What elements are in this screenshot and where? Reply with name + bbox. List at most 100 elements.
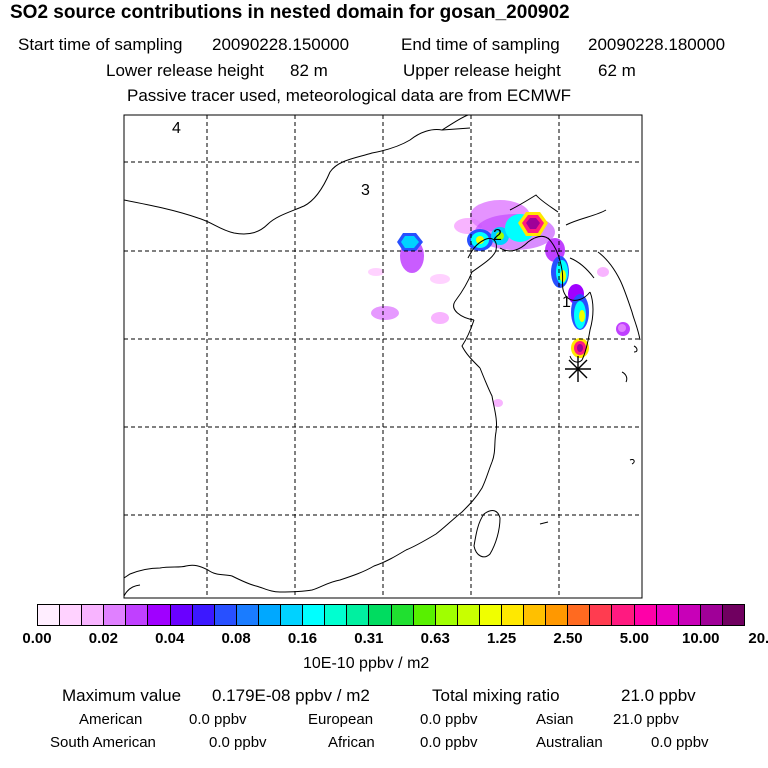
colorbar-segment (126, 605, 149, 625)
colorbar-segment (479, 605, 502, 625)
coastline (547, 237, 591, 301)
coastline (499, 235, 551, 252)
colorbar-segment (104, 605, 127, 625)
max-value: 0.179E-08 ppbv / m2 (212, 686, 370, 705)
colorbar-segment (634, 605, 657, 625)
colorbar-segment (258, 605, 282, 625)
colorbar-segment (236, 605, 259, 625)
colorbar-segment (590, 605, 613, 625)
colorbar-segment (568, 605, 591, 625)
coastlines (124, 115, 641, 597)
colorbar-segment (524, 605, 547, 625)
plume-blob (545, 238, 630, 358)
island (629, 459, 635, 465)
colorbar-unit: 10E-10 ppbv / m2 (303, 655, 430, 672)
colorbar-segment (170, 605, 193, 625)
colorbar-tick-label: 0.08 (221, 630, 251, 647)
plume-areas (368, 200, 630, 407)
island (633, 345, 638, 353)
region-name-asian: Asian (536, 711, 574, 728)
coastline (124, 549, 407, 593)
colorbar-segment (369, 605, 392, 625)
colorbar-segment (391, 605, 414, 625)
colorbar-segment (214, 605, 237, 625)
colorbar-segment (722, 605, 744, 625)
region-name-european: European (308, 711, 374, 728)
upper-release-value: 62 m (598, 61, 636, 80)
colorbar-segment (38, 605, 61, 625)
colorbar-tick-label: 0.31 (354, 630, 384, 647)
island (621, 371, 628, 383)
colorbar-segment (678, 605, 701, 625)
region-label-2: 2 (493, 227, 502, 244)
coastline (467, 237, 497, 273)
plume-blob (368, 268, 503, 407)
region-value-asian: 21.0 ppbv (613, 711, 679, 728)
plume-blob (397, 233, 424, 273)
colorbar-segment (413, 605, 436, 625)
region-name-african: African (328, 734, 375, 751)
map-frame (123, 114, 643, 599)
border-line (124, 115, 469, 235)
colorbar-segment (192, 605, 215, 625)
colorbar-segment (501, 605, 525, 625)
end-time-value: 20090228.180000 (588, 35, 726, 54)
island (539, 521, 549, 525)
region-value-african: 0.0 ppbv (420, 734, 478, 751)
coastline (565, 209, 607, 226)
colorbar-tick-label: 0.63 (420, 630, 450, 647)
plume-blob (454, 200, 555, 251)
colorbar-segment (303, 605, 326, 625)
colorbar-segment (656, 605, 679, 625)
colorbar-tick-label: 2.50 (553, 630, 583, 647)
border-line (441, 127, 471, 131)
colorbar-tick-label: 5.00 (619, 630, 649, 647)
start-time-label: Start time of sampling (18, 35, 183, 54)
colorbar (37, 604, 745, 626)
upper-release-label: Upper release height (403, 61, 561, 80)
border-line (509, 194, 559, 213)
coastline (405, 461, 493, 551)
colorbar-segment (546, 605, 569, 625)
chart-title: SO2 source contributions in nested domai… (10, 2, 570, 23)
colorbar-segment (612, 605, 635, 625)
colorbar-tick-label: 10.00 (681, 630, 720, 647)
coastline (479, 367, 497, 463)
region-name-south-american: South American (50, 734, 156, 751)
lower-release-value: 82 m (290, 61, 328, 80)
colorbar-tick-label: 0.04 (155, 630, 185, 647)
colorbar-segment (60, 605, 83, 625)
region-label-4: 4 (172, 120, 181, 137)
coastline (461, 319, 481, 369)
coastline (569, 257, 595, 279)
region-value-american: 0.0 ppbv (189, 711, 247, 728)
colorbar-segment (457, 605, 480, 625)
total-mixing-value: 21.0 ppbv (621, 686, 696, 705)
region-label-1: 1 (562, 294, 571, 311)
max-value-label: Maximum value (62, 686, 182, 705)
coastline (569, 291, 594, 363)
region-value-south-american: 0.0 ppbv (209, 734, 267, 751)
start-time-value: 20090228.150000 (212, 35, 350, 54)
colorbar-tick-label: 0.16 (287, 630, 318, 647)
concentration-map: 1 2 3 4 (123, 114, 643, 599)
colorbar-segment (281, 605, 304, 625)
total-mixing-label: Total mixing ratio (432, 686, 560, 705)
coastline (453, 271, 475, 321)
colorbar-tick-label: 0.02 (88, 630, 118, 647)
grid-lines (124, 115, 642, 598)
colorbar-segment (347, 605, 370, 625)
end-time-label: End time of sampling (401, 35, 560, 54)
coastline (597, 251, 641, 341)
region-value-european: 0.0 ppbv (420, 711, 478, 728)
colorbar-segment (325, 605, 348, 625)
lower-release-label: Lower release height (106, 61, 264, 80)
colorbar-segment (148, 605, 171, 625)
colorbar-segment (700, 605, 723, 625)
island-taiwan (473, 510, 501, 558)
tracer-note: Passive tracer used, meteorological data… (127, 86, 572, 105)
colorbar-segment (82, 605, 105, 625)
receptor-asterisk-marker (565, 356, 591, 382)
colorbar-tick-label: 1.25 (487, 630, 517, 647)
region-value-australian: 0.0 ppbv (651, 734, 709, 751)
